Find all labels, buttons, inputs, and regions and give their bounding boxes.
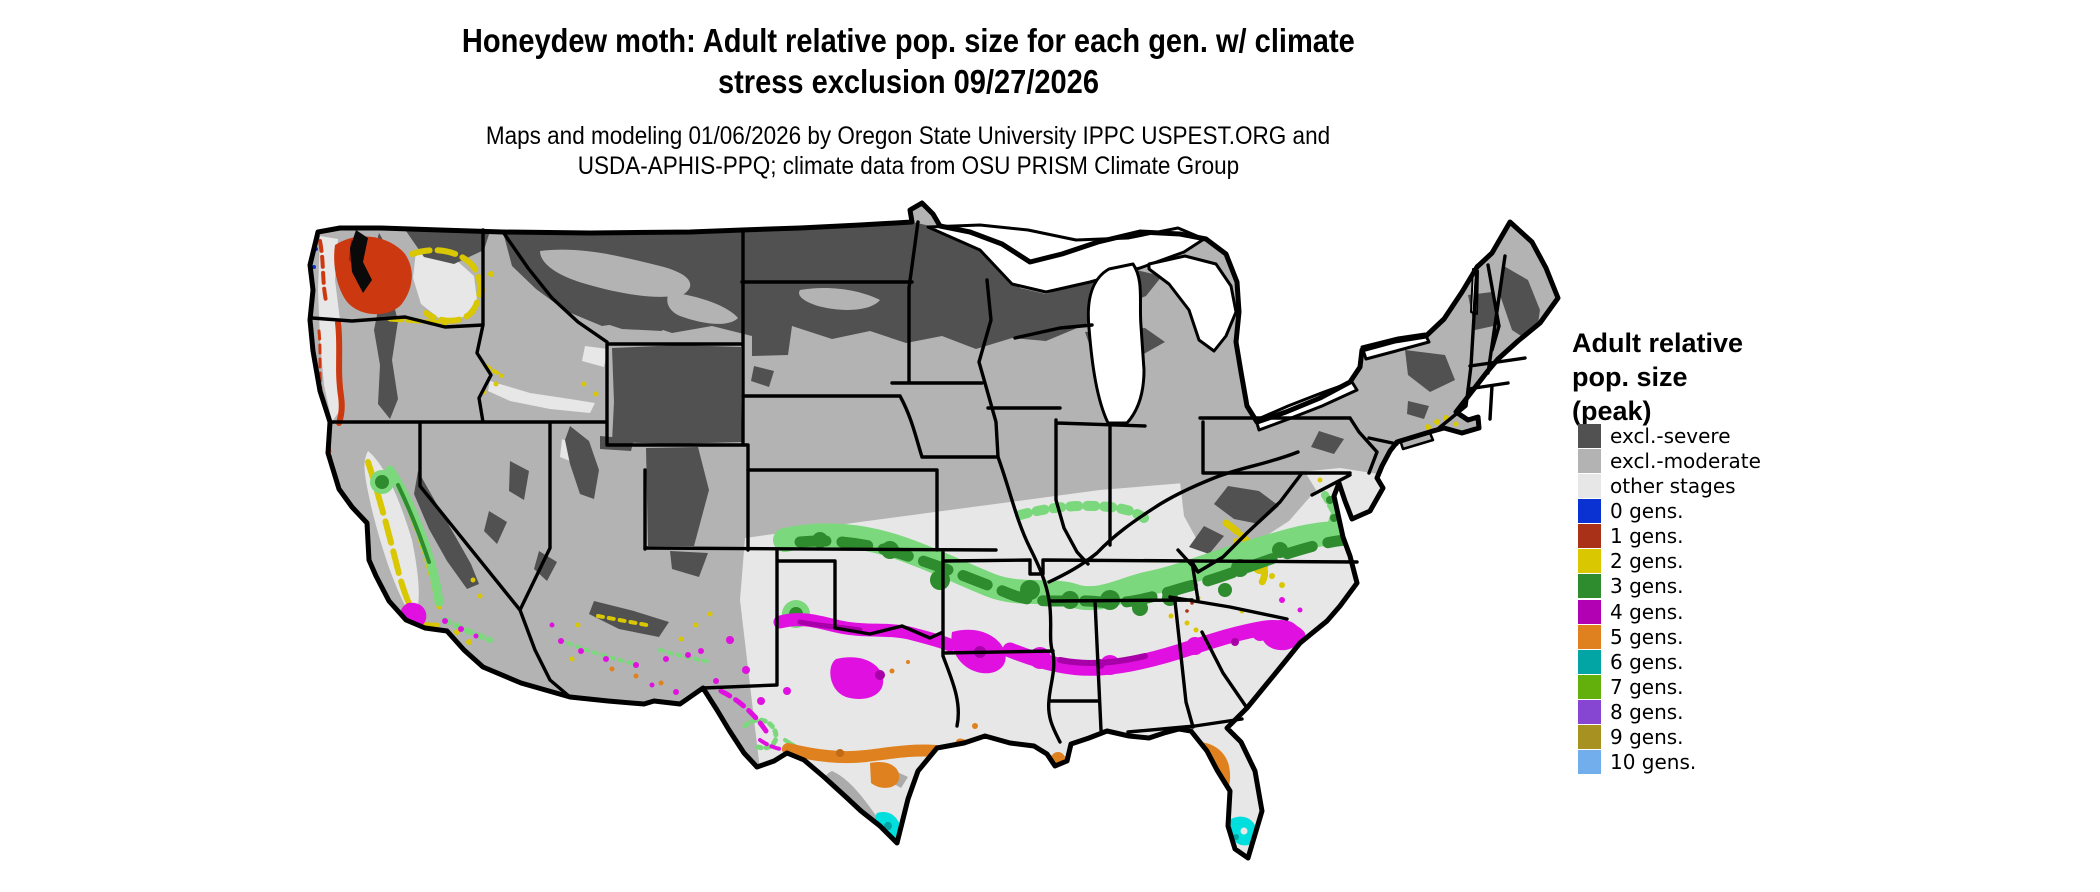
legend-item: 4 gens.: [1578, 599, 1761, 624]
legend-label: excl.-severe: [1610, 423, 1731, 448]
figure-subtitle-line1: Maps and modeling 01/06/2026 by Oregon S…: [485, 122, 1331, 150]
legend-swatch: [1578, 498, 1601, 523]
map-mottle-moderate: [540, 249, 880, 324]
legend-swatch: [1578, 549, 1601, 574]
map-legend: Adult relative pop. size (peak) excl.-se…: [1572, 326, 1832, 775]
legend-item: 10 gens.: [1578, 750, 1761, 775]
figure-subtitle-line2: USDA-APHIS-PPQ; climate data from OSU PR…: [577, 152, 1239, 180]
legend-title: Adult relative pop. size (peak): [1572, 328, 1744, 426]
figure-title-line2: stress exclusion 09/27/2026: [717, 63, 1099, 100]
legend-label: 9 gens.: [1610, 725, 1684, 750]
legend-label: 7 gens.: [1610, 674, 1684, 699]
legend-label: 10 gens.: [1610, 750, 1697, 775]
legend-label: 2 gens.: [1610, 549, 1684, 574]
legend-item: 5 gens.: [1578, 624, 1761, 649]
legend-label: other stages: [1610, 473, 1736, 498]
legend-swatch: [1578, 725, 1601, 750]
legend-swatch: [1578, 674, 1601, 699]
legend-item: 3 gens.: [1578, 574, 1761, 599]
legend-swatch: [1578, 524, 1601, 549]
legend-label: excl.-moderate: [1610, 448, 1761, 473]
legend-swatch: [1578, 448, 1601, 473]
legend-label: 0 gens.: [1610, 498, 1684, 523]
legend-item: 7 gens.: [1578, 674, 1761, 699]
legend-item: 6 gens.: [1578, 649, 1761, 674]
legend-item: other stages: [1578, 473, 1761, 498]
legend-item: 2 gens.: [1578, 549, 1761, 574]
legend-item: 8 gens.: [1578, 700, 1761, 725]
legend-item: 9 gens.: [1578, 725, 1761, 750]
us-risk-map: [307, 200, 1561, 880]
legend-label: 5 gens.: [1610, 624, 1684, 649]
legend-label: 4 gens.: [1610, 599, 1684, 624]
map-layer-7gens: [1095, 866, 1152, 880]
lake-michigan: [1086, 262, 1146, 425]
legend-label: 8 gens.: [1610, 700, 1684, 725]
legend-swatch: [1578, 599, 1601, 624]
legend-swatch: [1578, 473, 1601, 498]
legend-item: excl.-moderate: [1578, 448, 1761, 473]
legend-swatch: [1578, 423, 1601, 448]
legend-label: 1 gens.: [1610, 524, 1684, 549]
legend-label: 6 gens.: [1610, 649, 1684, 674]
map-layer-6gens: [875, 811, 1258, 846]
legend-item: 0 gens.: [1578, 498, 1761, 523]
legend-swatch: [1578, 700, 1601, 725]
legend-items: excl.-severe excl.-moderate other stages 0 …: [1578, 423, 1761, 775]
lake-huron: [1147, 254, 1238, 353]
legend-swatch: [1578, 750, 1601, 775]
puget-sound: [350, 230, 372, 293]
legend-item: excl.-severe: [1578, 423, 1761, 448]
legend-swatch: [1578, 624, 1601, 649]
legend-item: 1 gens.: [1578, 524, 1761, 549]
legend-label: 3 gens.: [1610, 574, 1684, 599]
state-borders: [310, 220, 1527, 744]
legend-swatch: [1578, 649, 1601, 674]
conus-outline: [307, 200, 1561, 861]
legend-swatch: [1578, 574, 1601, 599]
figure-title-line1: Honeydew moth: Adult relative pop. size …: [461, 22, 1355, 59]
